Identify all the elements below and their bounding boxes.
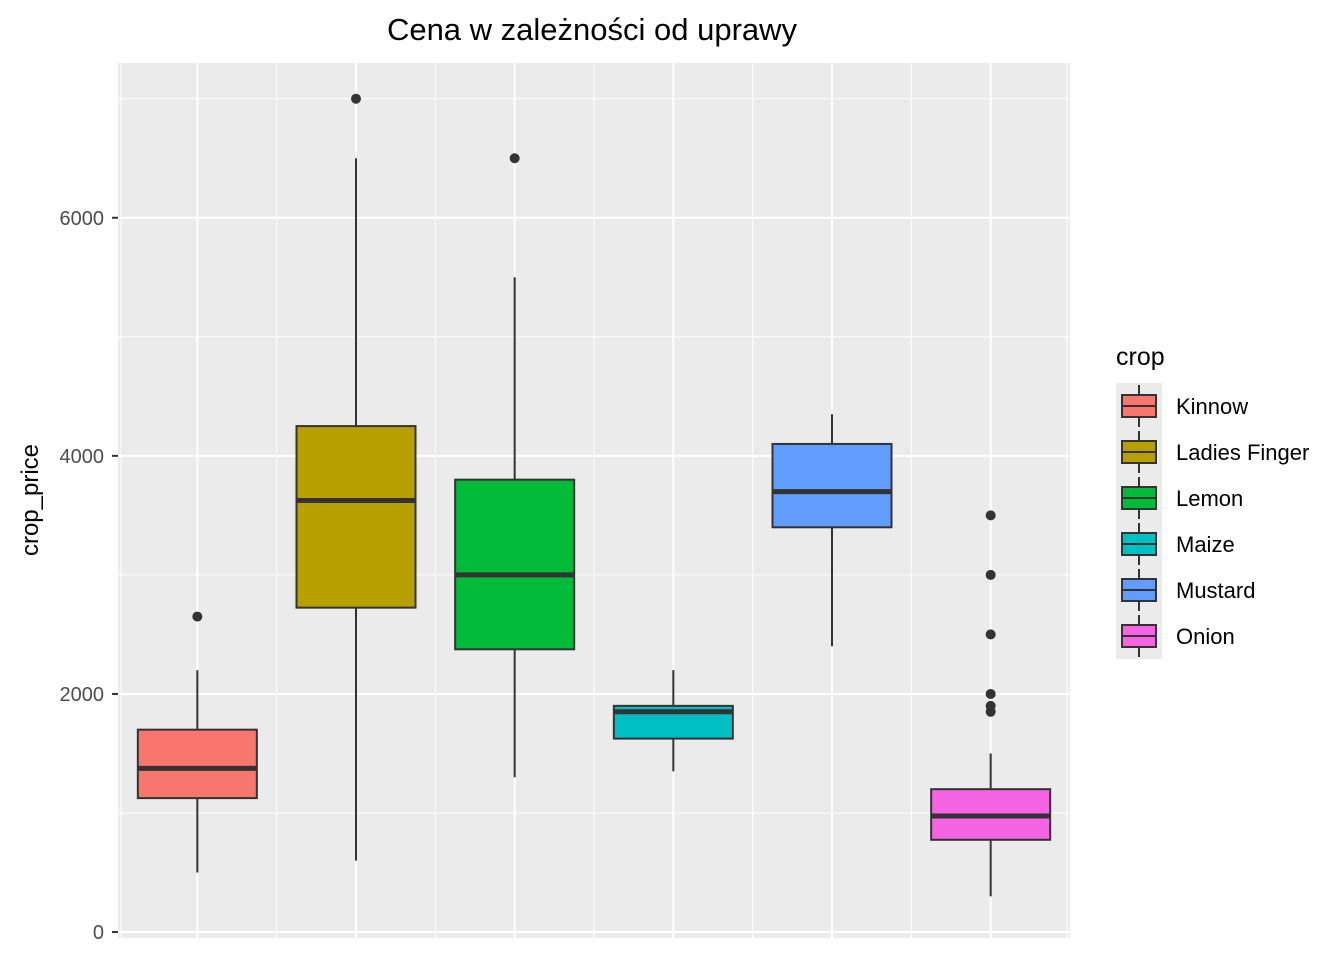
- outlier-point: [985, 510, 996, 521]
- legend-label: Kinnow: [1176, 394, 1248, 419]
- outlier-point: [509, 153, 520, 164]
- chart-title: Cena w zależności od uprawy: [387, 12, 798, 47]
- box-mustard: [771, 414, 893, 647]
- plot-area: 0 2000 4000 6000: [60, 63, 1070, 944]
- box-onion: [930, 510, 1052, 897]
- y-tick-label: 0: [93, 922, 104, 944]
- box-kinnow: [136, 611, 258, 873]
- legend-key-background: [1116, 383, 1162, 659]
- legend: crop Kinnow Ladies Finger Lemon Maize Mustar…: [1116, 343, 1309, 659]
- legend-item-ladies-finger: Ladies Finger: [1121, 431, 1309, 473]
- y-axis-label: crop_price: [17, 444, 44, 556]
- legend-item-onion: Onion: [1121, 615, 1235, 657]
- box-ladies-finger: [295, 93, 417, 861]
- legend-item-maize: Maize: [1121, 523, 1235, 565]
- outlier-point: [351, 93, 361, 104]
- legend-item-mustard: Mustard: [1121, 569, 1255, 611]
- box-body: [771, 442, 893, 529]
- outlier-point: [985, 700, 996, 711]
- y-tick-label: 6000: [60, 208, 105, 230]
- legend-label: Onion: [1176, 624, 1235, 649]
- legend-label: Mustard: [1176, 578, 1255, 603]
- y-tick-label: 4000: [60, 446, 105, 468]
- outlier-point: [192, 611, 203, 622]
- box-body: [295, 425, 417, 609]
- outlier-point: [985, 688, 996, 699]
- box-body: [136, 728, 258, 800]
- legend-label: Lemon: [1176, 486, 1243, 511]
- box-body: [454, 478, 576, 651]
- legend-item-kinnow: Kinnow: [1121, 385, 1248, 427]
- legend-item-lemon: Lemon: [1121, 477, 1243, 519]
- legend-label: Ladies Finger: [1176, 440, 1309, 465]
- legend-title: crop: [1116, 343, 1165, 371]
- box-lemon: [454, 153, 576, 778]
- outlier-point: [985, 569, 996, 580]
- outlier-point: [985, 629, 996, 640]
- legend-label: Maize: [1176, 532, 1235, 557]
- y-tick-label: 2000: [60, 684, 105, 706]
- box-maize: [612, 670, 734, 772]
